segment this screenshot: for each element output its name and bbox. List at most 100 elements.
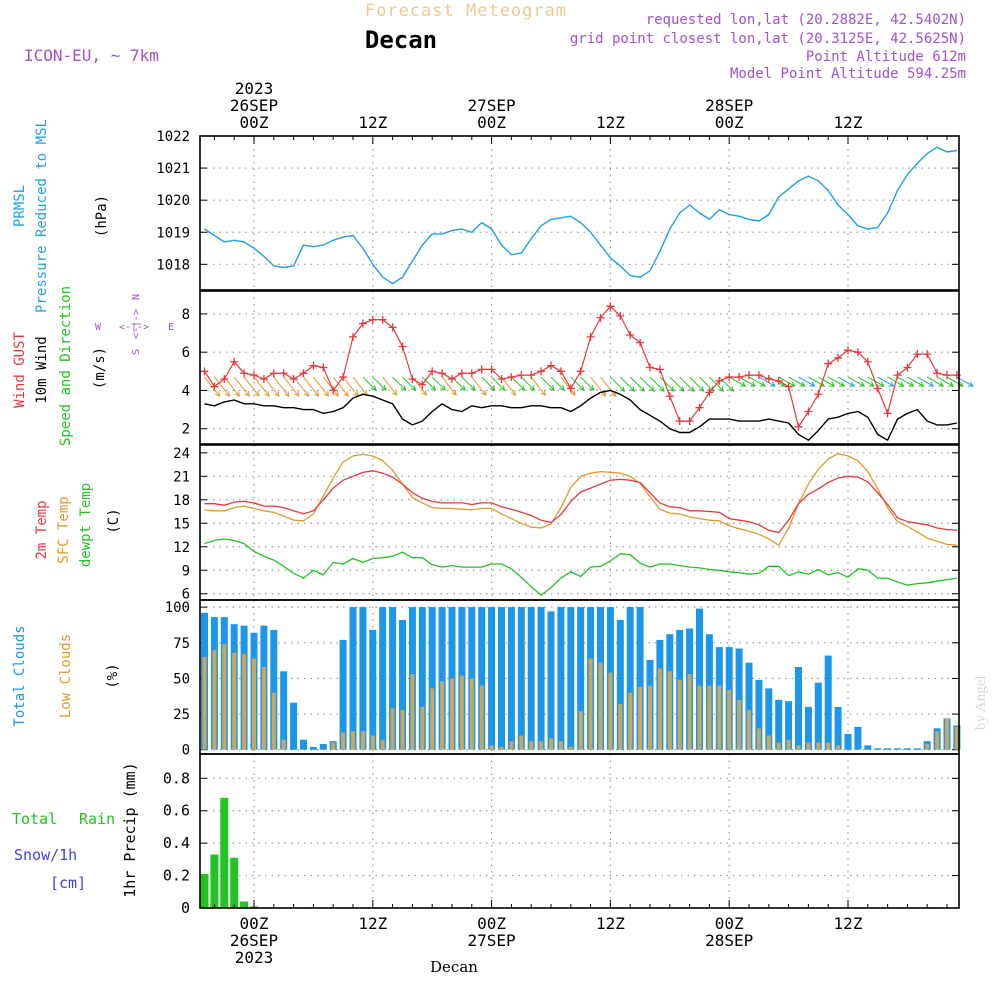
wind-gust-marker <box>735 373 744 382</box>
low-cloud-bar <box>341 732 346 750</box>
low-cloud-bar <box>588 658 593 750</box>
wind-gust-marker <box>349 332 357 341</box>
wind-gust-marker <box>596 313 605 322</box>
wind-arrow <box>491 376 505 391</box>
time-label: 27SEP <box>468 96 516 115</box>
wind-arrow <box>560 376 576 396</box>
wind-gust-marker <box>705 388 714 397</box>
panel-4 <box>253 754 849 908</box>
wind-arrow-head <box>391 390 398 396</box>
wind-arrow <box>421 376 436 391</box>
wind-arrow-head <box>303 391 310 397</box>
wind-arrow-head <box>274 391 280 397</box>
wind-gust-marker <box>883 409 892 418</box>
total-cloud-bar <box>616 620 624 750</box>
wind-gust-marker <box>903 363 912 372</box>
wind-gust-marker <box>844 346 852 355</box>
wind-arrow <box>392 376 406 391</box>
wind-gust-marker <box>665 392 674 401</box>
compass-arrow-horizontal: <-|-> <box>119 322 149 333</box>
low-cloud-bar <box>578 711 583 750</box>
total-cloud-bar <box>517 607 525 750</box>
y-tick-label: 24 <box>173 446 190 462</box>
wind-gust-marker <box>933 369 942 378</box>
wind-arrow-head <box>878 381 885 387</box>
compass-west: W <box>95 322 102 333</box>
total-cloud-bar <box>844 734 852 750</box>
wind-gust-marker <box>834 353 843 362</box>
wind-arrow <box>629 376 645 392</box>
time-label: 2023 <box>235 79 274 98</box>
wind-gust-marker <box>675 417 684 426</box>
y-axis-0: 1018 1019 1020 1021 1022 <box>156 129 959 273</box>
wind-gust-marker <box>497 374 506 383</box>
wind-arrow <box>382 376 398 396</box>
wind-arrow-head <box>421 390 428 396</box>
wind-arrow-head <box>728 386 735 392</box>
total-cloud-bar <box>884 748 892 750</box>
time-label: 12Z <box>596 113 625 132</box>
total-cloud-bar <box>428 607 436 750</box>
total-cloud-bar <box>280 671 288 750</box>
total-cloud-bar <box>804 706 812 750</box>
y-tick-label: 1021 <box>156 161 190 177</box>
wind-gust-marker <box>408 374 417 383</box>
precip-bars <box>200 797 258 908</box>
low-cloud-bar <box>549 738 553 750</box>
wind-arrow-head <box>410 385 417 391</box>
low-cloud-bar <box>331 742 336 750</box>
cloud-label-unit: (%) <box>105 663 121 688</box>
low-cloud-bar <box>628 692 633 750</box>
wind-gust-marker <box>616 311 625 320</box>
wind-arrow <box>936 376 954 387</box>
total-cloud-bar <box>864 745 872 750</box>
time-label: 12Z <box>358 113 387 132</box>
wind-gust-marker <box>507 373 516 382</box>
wind-arrow <box>837 376 855 387</box>
watermark: by Angel <box>973 675 989 730</box>
wind-arrow-head <box>214 391 221 397</box>
wind-label-direction: Speed and Direction <box>58 286 74 446</box>
wind-arrow <box>590 376 606 397</box>
wind-gust-marker <box>309 361 318 370</box>
model-label: ICON-EU, ~ 7km <box>24 46 159 65</box>
y-tick-label: 0.4 <box>163 834 190 852</box>
wind-gust-marker <box>418 380 427 389</box>
total-cloud-bar <box>834 706 842 750</box>
wind-gust-marker <box>646 363 654 372</box>
total-cloud-bar <box>527 607 535 750</box>
wind-arrow <box>669 376 685 392</box>
wind-gust-marker <box>794 422 803 431</box>
wind-arrow-head <box>759 381 766 387</box>
total-cloud-bar <box>913 748 921 750</box>
wind-gust-marker <box>289 374 298 383</box>
y-axis-1: 2 4 6 8 <box>182 307 959 438</box>
wind-arrow <box>550 376 565 391</box>
total-cloud-bar <box>468 607 476 750</box>
wind-gust-marker <box>329 386 338 395</box>
cloud-bars <box>201 607 961 750</box>
wind-gust-marker <box>566 384 575 393</box>
wind-arrow <box>748 376 766 387</box>
wind-gust-marker <box>428 367 437 376</box>
wind-arrow <box>540 376 555 391</box>
wind-arrow <box>431 376 446 391</box>
wind-arrow <box>639 376 655 392</box>
location-info-4: Model Point Altitude 594.25m <box>730 66 966 82</box>
wind-arrow-head <box>769 381 776 387</box>
wind-gust-marker <box>863 357 872 366</box>
low-cloud-bar <box>638 687 643 750</box>
low-cloud-bar <box>519 735 524 750</box>
y-tick-label: 1018 <box>156 257 190 273</box>
wind-gust-markers <box>200 302 961 431</box>
total-cloud-bar <box>874 748 882 750</box>
wind-gust-marker <box>210 382 219 391</box>
wind-arrow <box>758 376 776 387</box>
location-info-2: grid point closest lon,lat (20.3125E, 42… <box>570 31 966 47</box>
wind-arrow <box>570 376 585 391</box>
wind-arrow-head <box>868 381 875 387</box>
total-cloud-bar <box>755 679 763 750</box>
low-cloud-bar <box>707 685 712 750</box>
total-cloud-bar <box>498 607 505 750</box>
low-cloud-bar <box>727 689 732 750</box>
